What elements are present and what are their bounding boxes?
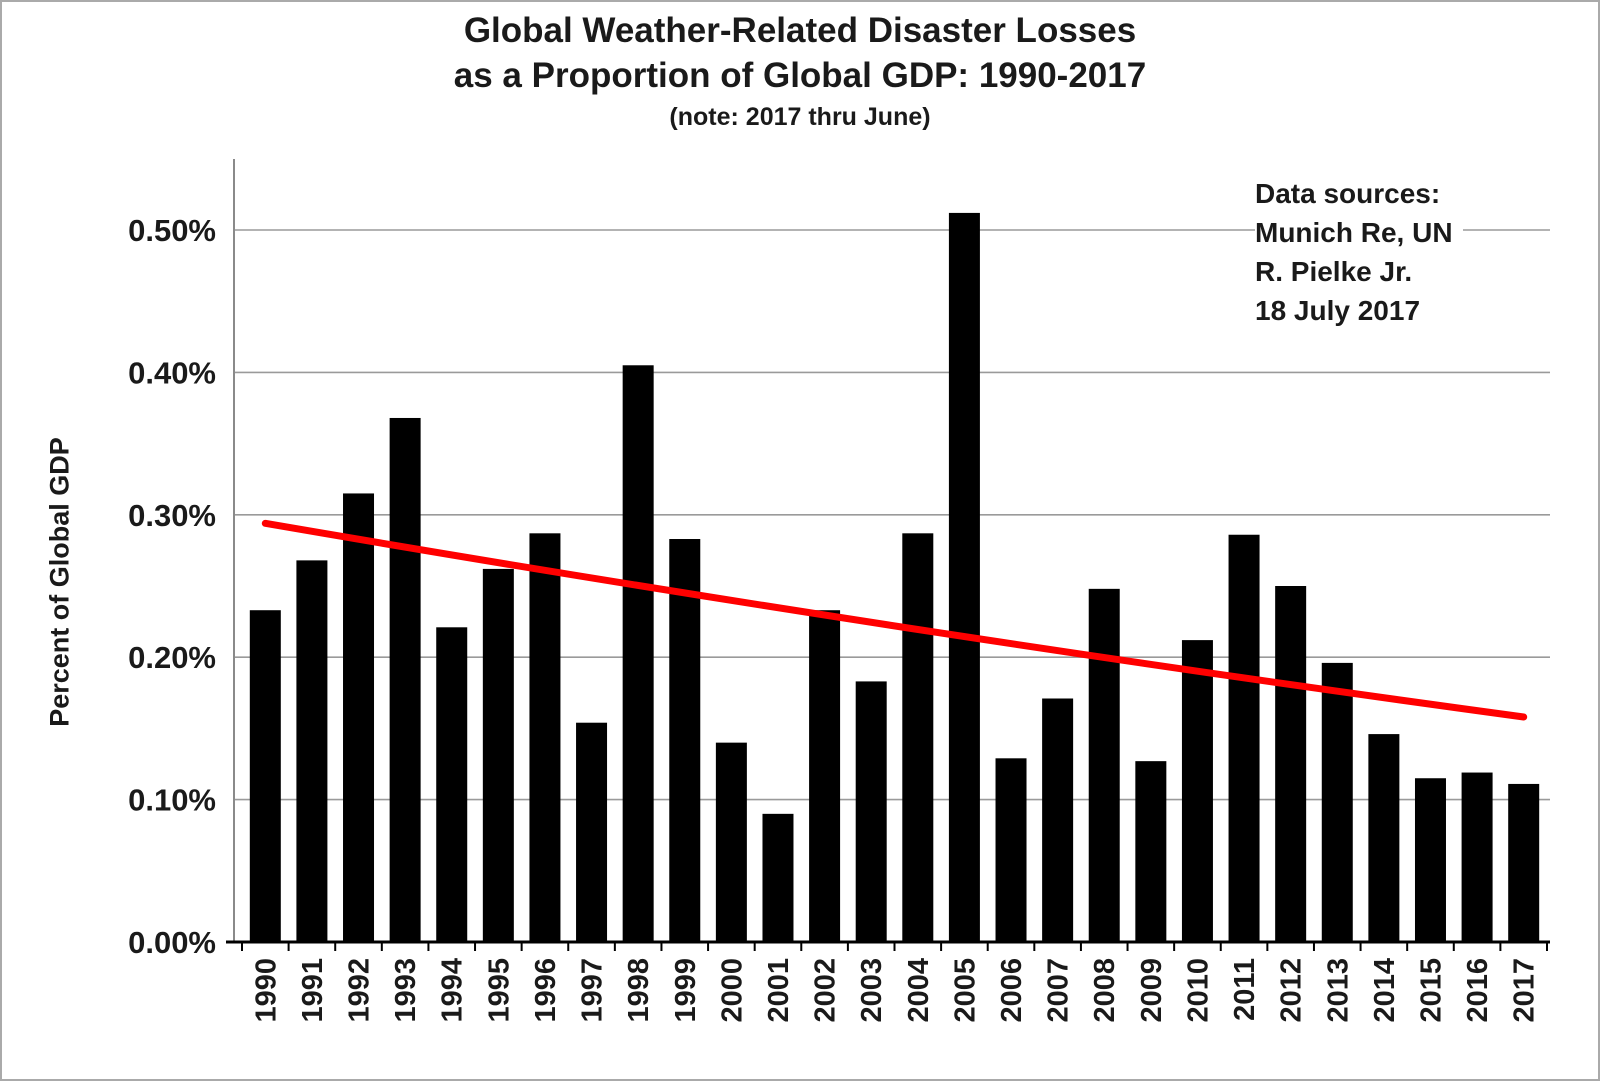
bar-2001 [762,813,794,942]
x-tick-label: 2002 [810,958,842,1023]
x-tick-label: 2012 [1276,958,1308,1023]
x-tick-label: 2014 [1369,958,1401,1023]
bar-2000 [715,742,747,942]
x-tick-label: 1997 [577,958,609,1023]
x-tick-label: 2001 [763,958,795,1023]
bar-1997 [576,722,608,942]
bar-2011 [1228,534,1260,942]
bar-2003 [855,681,887,942]
bar-2017 [1508,783,1540,942]
x-tick-label: 2013 [1322,958,1354,1023]
bar-2015 [1414,778,1446,942]
bar-1992 [343,493,375,942]
x-tick-label: 1992 [344,958,376,1023]
x-tick-label: 2005 [949,958,981,1023]
y-tick-label: 0.30% [128,498,216,533]
bar-2016 [1461,772,1493,942]
bar-2006 [995,758,1027,942]
bar-2013 [1321,662,1353,942]
y-tick-label: 0.50% [128,213,216,248]
x-tick-label: 2010 [1182,958,1214,1023]
x-tick-label: 2007 [1043,958,1075,1023]
bar-1991 [296,560,328,942]
x-tick-label: 2008 [1089,958,1121,1023]
bar-2012 [1275,586,1307,942]
bar-1995 [482,568,514,942]
x-tick-label: 2006 [996,958,1028,1023]
bar-2010 [1181,640,1213,942]
y-tick-label: 0.40% [128,355,216,390]
bar-2009 [1135,761,1167,942]
x-tick-label: 1994 [437,958,469,1023]
bar-1996 [529,533,561,942]
chart-title-line-1: Global Weather-Related Disaster Losses [463,11,1137,50]
y-tick-label: 0.10% [128,783,216,818]
y-tick-label: 0.20% [128,640,216,675]
bar-2005 [948,212,980,943]
x-tick-label: 1990 [250,958,282,1023]
x-tick-label: 2000 [716,958,748,1023]
annotation-line: 18 July 2017 [1255,295,1421,326]
y-tick-label: 0.00% [128,925,216,960]
bar-2008 [1088,588,1120,942]
bar-2004 [902,533,934,942]
x-tick-label: 2017 [1509,958,1541,1023]
y-axis-title: Percent of Global GDP [44,437,75,727]
x-tick-label: 1991 [297,958,329,1023]
chart-title-note: (note: 2017 thru June) [669,103,931,131]
annotation-line: R. Pielke Jr. [1255,256,1413,287]
data-sources-annotation: Data sources: Munich Re, UN R. Pielke Jr… [1255,174,1463,334]
chart-title-line-2: as a Proportion of Global GDP: 1990-2017 [453,56,1147,95]
x-tick-label: 2015 [1415,958,1447,1023]
annotation-line: Data sources: [1255,178,1441,209]
bar-2007 [1042,698,1074,942]
x-tick-label: 1998 [623,958,655,1023]
x-tick-label: 2003 [856,958,888,1023]
x-tick-label: 1995 [483,958,515,1023]
x-tick-label: 2011 [1229,958,1261,1021]
x-tick-label: 2004 [903,958,935,1023]
trend-line [261,519,1528,721]
bar-2014 [1368,734,1400,942]
bar-2002 [809,610,841,942]
bar-1993 [389,417,421,942]
x-tick-label: 1993 [390,958,422,1023]
x-tick-label: 1996 [530,958,562,1023]
bar-1990 [249,610,281,942]
x-tick-label: 2009 [1136,958,1168,1023]
x-tick-label: 1999 [670,958,702,1023]
x-tick-label: 2016 [1462,958,1494,1023]
bar-1999 [669,539,701,942]
bar-1998 [622,365,654,942]
bar-1994 [436,627,468,942]
chart-title-block: Global Weather-Related Disaster Losses a… [2,8,1598,134]
annotation-line: Munich Re, UN [1255,217,1453,248]
